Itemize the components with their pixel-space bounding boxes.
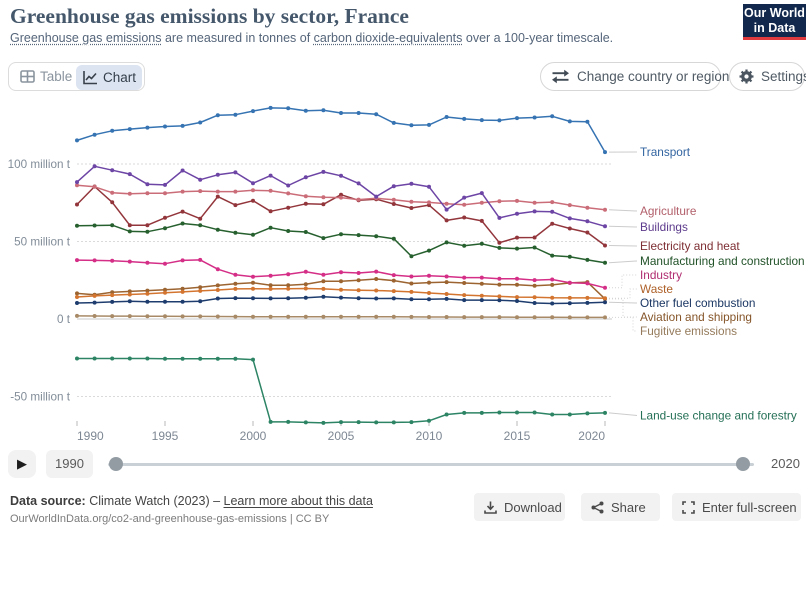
- svg-text:2020: 2020: [578, 429, 605, 443]
- svg-text:2005: 2005: [328, 429, 355, 443]
- svg-text:1995: 1995: [152, 429, 179, 443]
- svg-text:50 million t: 50 million t: [14, 236, 71, 249]
- svg-text:Industry: Industry: [640, 268, 682, 282]
- svg-text:2000: 2000: [240, 429, 267, 443]
- svg-text:Fugitive emissions: Fugitive emissions: [640, 324, 737, 338]
- svg-text:100 million t: 100 million t: [8, 158, 71, 171]
- svg-text:Transport: Transport: [640, 145, 691, 159]
- svg-text:2015: 2015: [504, 429, 531, 443]
- svg-text:1990: 1990: [77, 429, 104, 443]
- svg-text:Buildings: Buildings: [640, 220, 688, 234]
- svg-text:0 t: 0 t: [57, 313, 71, 326]
- svg-text:Land-use change and forestry: Land-use change and forestry: [640, 409, 797, 423]
- svg-text:-50 million t: -50 million t: [10, 391, 71, 404]
- svg-text:Waste: Waste: [640, 282, 673, 296]
- svg-text:2010: 2010: [416, 429, 443, 443]
- svg-text:Other fuel combustion: Other fuel combustion: [640, 296, 755, 310]
- svg-text:Manufacturing and construction: Manufacturing and construction: [640, 254, 805, 268]
- svg-text:Agriculture: Agriculture: [640, 204, 697, 218]
- svg-text:Electricity and heat: Electricity and heat: [640, 239, 740, 253]
- svg-text:Aviation and shipping: Aviation and shipping: [640, 310, 752, 324]
